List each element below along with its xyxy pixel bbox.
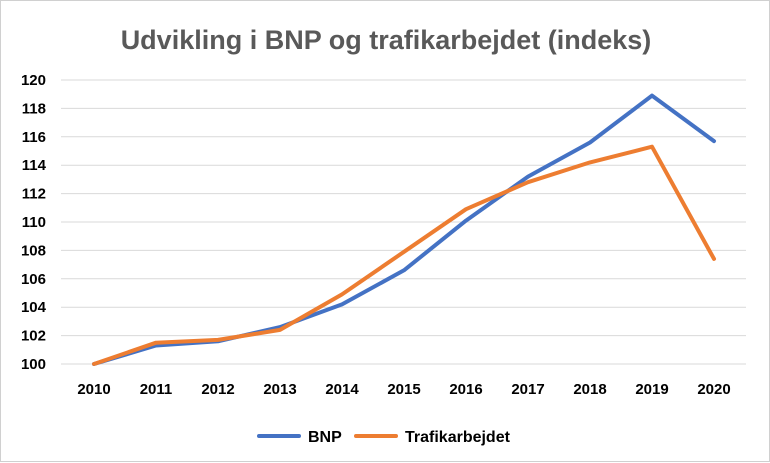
x-tick-label: 2016 — [449, 381, 482, 398]
y-tick-label: 102 — [21, 328, 46, 345]
series-line-trafikarbejdet — [92, 144, 716, 366]
legend-label: Trafikarbejdet — [405, 429, 511, 446]
x-tick-label: 2014 — [325, 381, 359, 398]
y-tick-label: 110 — [22, 214, 46, 231]
y-tick-label: 114 — [22, 157, 47, 174]
y-tick-label: 100 — [21, 356, 46, 373]
x-tick-label: 2012 — [201, 381, 234, 398]
x-tick-label: 2015 — [387, 381, 420, 398]
x-tick-label: 2013 — [263, 381, 296, 398]
y-tick-label: 118 — [22, 100, 46, 117]
y-tick-label: 120 — [21, 72, 46, 89]
x-tick-label: 2010 — [77, 381, 110, 398]
y-tick-label: 112 — [22, 186, 46, 203]
x-tick-label: 2018 — [573, 381, 606, 398]
x-axis: 2010 2011 2012 2013 2014 2015 2016 2017 2018 2019… — [77, 381, 730, 398]
legend-label: BNP — [308, 429, 342, 446]
y-tick-label: 104 — [21, 299, 47, 316]
chart-title: Udvikling i BNP og trafikarbejdet (indek… — [121, 25, 652, 55]
y-axis: 100 102 104 106 108 110 112 114 116 118 120 — [21, 72, 47, 373]
gridlines — [61, 79, 746, 365]
legend: BNP Trafikarbejdet — [257, 429, 511, 446]
x-tick-label: 2019 — [635, 381, 668, 398]
series-lines — [92, 93, 716, 366]
y-tick-label: 108 — [21, 242, 46, 259]
y-tick-label: 116 — [22, 129, 46, 146]
x-tick-label: 2020 — [697, 381, 730, 398]
x-tick-label: 2017 — [511, 381, 544, 398]
y-tick-label: 106 — [21, 271, 46, 288]
x-tick-label: 2011 — [140, 381, 173, 398]
series-line-bnp — [92, 93, 716, 366]
